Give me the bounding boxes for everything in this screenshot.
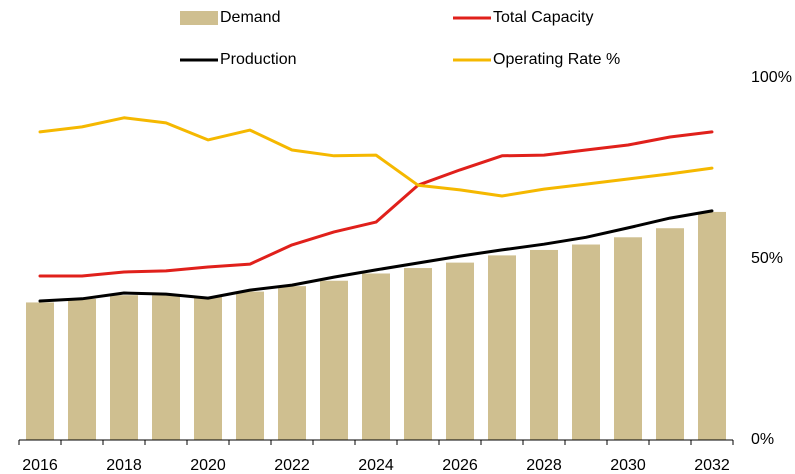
x-tick-label: 2020 [190,457,226,474]
bar [404,268,432,440]
bar [656,228,684,440]
bar [194,297,222,440]
bar [572,244,600,440]
bar [236,291,264,440]
x-tick-label: 2032 [694,457,730,474]
line-series [38,209,714,303]
legend-label: Operating Rate % [493,51,620,68]
y-tick-label: 0% [751,431,774,448]
y-tick-label: 100% [751,69,792,86]
bar [68,298,96,440]
x-tick-label: 2030 [610,457,646,474]
bar [446,262,474,440]
bar [110,295,138,440]
legend-swatch [180,11,218,25]
x-tick-label: 2026 [442,457,478,474]
line-series [38,130,714,278]
y-tick-label: 50% [751,250,783,267]
legend-label: Production [220,51,297,68]
x-tick-label: 2024 [358,457,394,474]
x-tick-label: 2028 [526,457,562,474]
bar [614,237,642,440]
line-series [38,116,714,198]
legend-label: Demand [220,9,280,26]
x-tick-label: 2022 [274,457,310,474]
bar [698,211,726,440]
bar [278,286,306,440]
bar [530,249,558,440]
bar [362,273,390,440]
x-tick-label: 2016 [22,457,58,474]
legend-label: Total Capacity [493,9,594,26]
bar [26,302,54,440]
bar [320,280,348,440]
bar [152,295,180,440]
x-tick-label: 2018 [106,457,142,474]
bar [488,255,516,440]
